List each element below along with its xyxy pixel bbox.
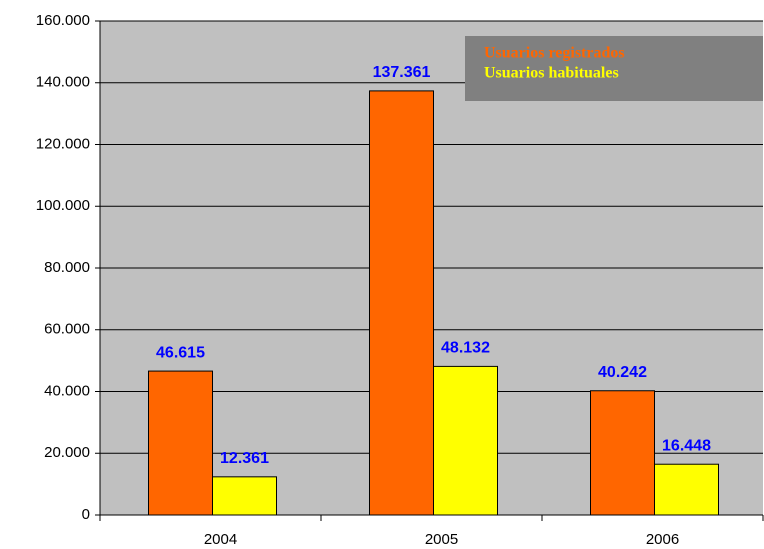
- legend-box: [465, 36, 763, 101]
- x-tick-label: 2005: [425, 531, 458, 548]
- y-tick-label: 20.000: [44, 444, 90, 461]
- bar: [212, 476, 277, 516]
- y-tick-label: 0: [82, 506, 90, 523]
- legend-entry: Usuarios habituales: [484, 65, 619, 82]
- y-tick-label: 120.000: [36, 135, 90, 152]
- bar: [148, 370, 213, 516]
- value-label: 137.361: [373, 64, 431, 81]
- value-label: 16.448: [662, 437, 711, 454]
- value-label: 12.361: [220, 450, 269, 467]
- y-tick-label: 80.000: [44, 259, 90, 276]
- y-tick-label: 60.000: [44, 321, 90, 338]
- bar: [654, 463, 719, 516]
- x-tick-label: 2006: [646, 531, 679, 548]
- y-tick-label: 100.000: [36, 197, 90, 214]
- value-label: 48.132: [441, 340, 490, 357]
- bar: [369, 90, 434, 516]
- value-label: 46.615: [156, 344, 205, 361]
- y-tick-label: 40.000: [44, 382, 90, 399]
- x-tick-label: 2004: [204, 531, 237, 548]
- bar: [590, 390, 655, 516]
- y-tick-label: 140.000: [36, 74, 90, 91]
- y-tick-label: 160.000: [36, 12, 90, 29]
- bar: [433, 365, 498, 516]
- legend-entry: Usuarios registrados: [484, 45, 625, 62]
- value-label: 40.242: [598, 364, 647, 381]
